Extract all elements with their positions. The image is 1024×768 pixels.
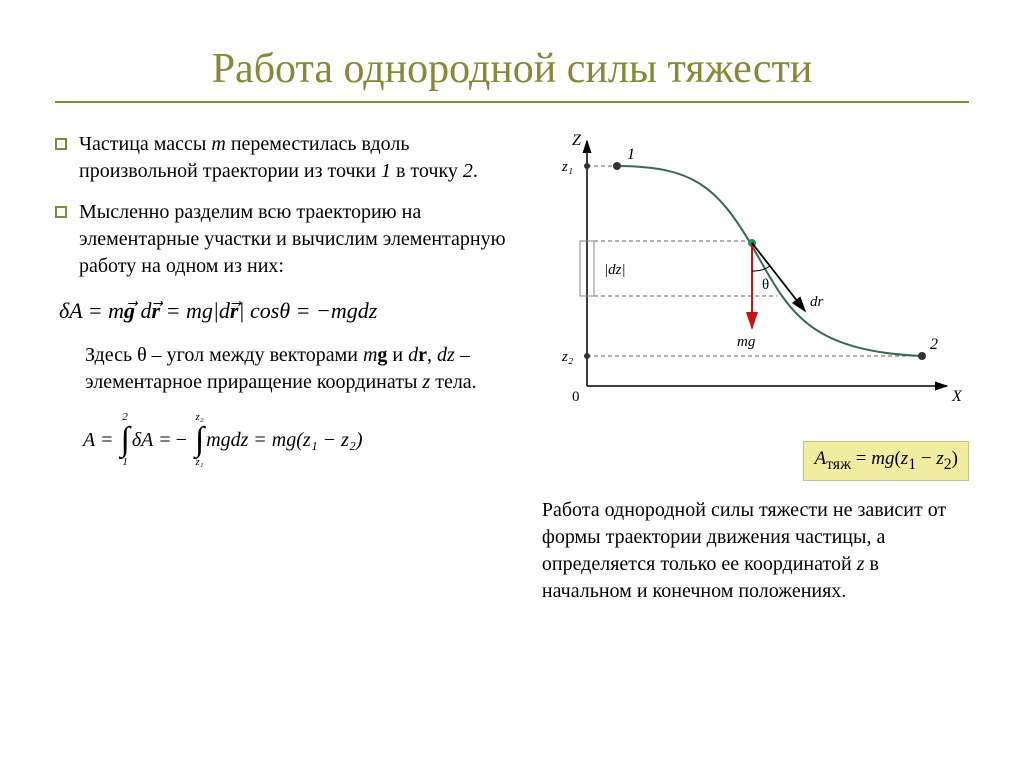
bullet-1: Частица массы m переместилась вдоль прои… [55, 131, 522, 185]
bullet-1-text: Частица массы m переместилась вдоль прои… [79, 131, 522, 185]
int-2-integrand: mgdz [206, 429, 248, 452]
followup-text: Здесь θ – угол между векторами mg и dr, … [85, 342, 522, 396]
point-2 [918, 352, 926, 360]
tick-z1 [584, 163, 590, 169]
z2-label: z₂ [561, 349, 573, 365]
integral-equation: A = 2 ∫ 1 δA = − z₂ ∫ z₁ mgdz = mg(z₁ − … [83, 412, 522, 468]
point-1 [613, 162, 621, 170]
dr-vector [752, 243, 805, 311]
bullet-marker-icon [55, 206, 67, 218]
right-column: X Z 0 1 2 z₁ [542, 131, 969, 605]
equation-delta-a: δA = mg⃗ dr⃗ = mg|dr⃗| cosθ = −mgdz [59, 298, 522, 324]
bullet-2-text: Мысленно разделим всю траекторию на элем… [79, 199, 522, 280]
dr-label: dr⃗ [810, 294, 835, 310]
trajectory-diagram: X Z 0 1 2 z₁ [542, 131, 962, 431]
mg-label: mg⃗ [737, 334, 767, 350]
z1-label: z₁ [561, 159, 573, 175]
tick-z2 [584, 353, 590, 359]
int-1-integrand: δA [132, 429, 154, 452]
point-1-label: 1 [627, 146, 635, 163]
origin-label: 0 [572, 389, 580, 405]
result-formula-box: Aтяж = mg(z1 − z2) [803, 441, 969, 481]
bullet-2: Мысленно разделим всю траекторию на элем… [55, 199, 522, 280]
theta-label: θ [762, 277, 769, 293]
theta-arc [752, 266, 770, 271]
point-2-label: 2 [930, 336, 938, 353]
conclusion-text: Работа однородной силы тяжести не зависи… [542, 497, 969, 605]
z-axis-label: Z [572, 132, 582, 149]
slide-title: Работа однородной силы тяжести [55, 45, 969, 93]
left-column: Частица массы m переместилась вдоль прои… [55, 131, 522, 605]
x-axis-label: X [951, 388, 962, 405]
integral-1: 2 ∫ 1 [121, 412, 130, 468]
diagram-svg: X Z 0 1 2 z₁ [542, 131, 962, 431]
int-result: mg(z₁ − z₂) [272, 429, 363, 452]
integral-2: z₂ ∫ z₁ [195, 412, 204, 468]
int-lhs: A [83, 429, 95, 452]
bullet-marker-icon [55, 138, 67, 150]
dz-label: |dz| [604, 262, 626, 278]
trajectory-curve [617, 166, 922, 356]
title-underline [55, 101, 969, 103]
content-row: Частица массы m переместилась вдоль прои… [55, 131, 969, 605]
